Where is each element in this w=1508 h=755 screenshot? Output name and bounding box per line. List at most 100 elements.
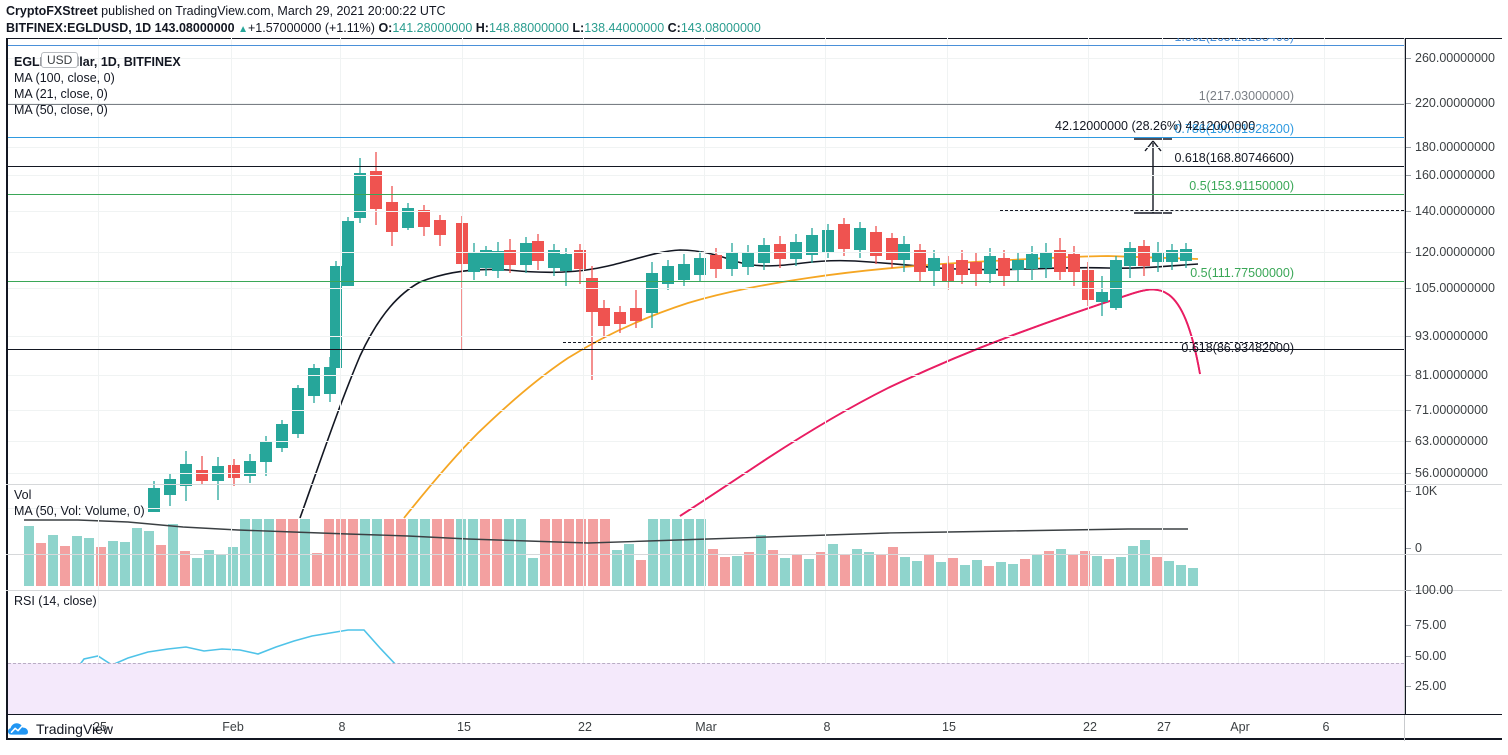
time-tick: 8 [338,720,346,734]
fib-label-1382: 1.382(265.25253400) [1174,38,1294,45]
ma-50-line [679,288,1201,517]
time-tick: Apr [1230,720,1250,734]
measurement-annotation: 42.12000000 (28.26%) 4212000000 [1055,119,1256,133]
price-tick: 81.00000000 [1406,368,1488,382]
legend-rsi-title: RSI (14, close) [14,594,97,608]
fib-line-0618-upper [8,166,1404,167]
pane-separator-volume-rsi [6,554,1502,555]
main-legend: EGLD / Dollar, 1D, BITFINEX MA (100, clo… [14,54,181,118]
price-tick: 140.00000000 [1406,204,1495,218]
gridline [8,508,1404,509]
volume-ma-line [24,519,1188,544]
price-tick: 63.00000000 [1406,434,1488,448]
low-label: L: [572,21,585,35]
time-tick: 8 [823,720,831,734]
open-value: 141.28000000 [392,21,473,35]
fib-line-0786 [8,137,1404,138]
chart-series-svg [17,138,1201,695]
publisher-name: CryptoFXStreet [6,4,98,18]
currency-pill[interactable]: USD [41,52,79,68]
pane-separator-rsi-top [6,590,1502,591]
gridline-vertical [947,38,948,714]
tradingview-brand-label: TradingView [36,721,114,737]
gridline-vertical [583,38,584,714]
chart-plot-area[interactable]: 1.382(265.25253400) 1(217.03000000) 0.78… [8,38,1404,714]
time-axis[interactable]: 25 Feb 8 15 22 Mar 8 15 22 27 Apr 6 [6,714,1502,741]
low-value: 138.44000000 [584,21,665,35]
gridline [8,336,1404,337]
gridline-vertical [231,38,232,714]
gridline-vertical [462,38,463,714]
price-tick: 160.00000000 [1406,168,1495,182]
fib-label-05-upper: 0.5(153.91150000) [1189,179,1294,193]
gridline [8,410,1404,411]
support-dashed-line [563,342,1278,343]
gridline-vertical [1324,38,1325,714]
resistance-dashed-line [1000,210,1404,211]
close-value: 143.08000000 [680,21,761,35]
fib-label-1: 1(217.03000000) [1198,89,1294,103]
gridline [8,211,1404,212]
gridline-vertical [98,38,99,714]
time-tick: 6 [1322,720,1330,734]
rsi-tick: 25.00 [1405,679,1447,693]
gridline [8,375,1404,376]
symbol-label: BITFINEX:EGLDUSD, 1D [6,21,152,35]
legend-ma-100: MA (100, close, 0) [14,71,115,85]
legend-ma-21: MA (21, close, 0) [14,87,108,101]
pane-separator-price-volume [6,484,1502,485]
volume-legend: Vol MA (50, Vol: Volume, 0) [14,487,145,519]
gridline [8,252,1404,253]
ma-100-line [299,249,1199,519]
fib-line-1 [8,104,1404,105]
chart-header: CryptoFXStreet published on TradingView.… [0,0,1508,38]
price-tick: 71.00000000 [1406,403,1488,417]
price-tick: 56.00000000 [1406,466,1488,480]
high-value: 148.88000000 [488,21,569,35]
time-tick: Mar [695,720,717,734]
price-tick: 120.00000000 [1406,245,1495,259]
gridline [8,441,1404,442]
published-text: published on TradingView.com, March 29, … [97,4,446,18]
price-tick: 180.00000000 [1406,140,1495,154]
fib-label-05-lower: 0.5(111.77500000) [1190,266,1294,280]
candlestick-series [148,152,1192,512]
rsi-overbought-oversold-band [8,663,1404,714]
fib-label-0618-upper: 0.618(168.80746600) [1174,151,1294,165]
change-percent: (+1.11%) [324,21,375,35]
high-label: H: [475,21,489,35]
tradingview-logo[interactable]: TradingView [8,721,113,737]
fib-label-0618-lower: 0.618(86.93482000) [1181,341,1294,355]
gridline-vertical [1162,38,1163,714]
measure-arrow [1134,138,1172,214]
volume-tick: 10K [1405,484,1438,498]
last-price: 143.08000000 [154,21,235,35]
gridline-vertical [340,38,341,714]
time-tick: 27 [1157,720,1171,734]
time-tick: 15 [457,720,471,734]
fib-line-0618-lower [8,349,1404,350]
rsi-legend: RSI (14, close) [14,593,97,609]
gridline-vertical [825,38,826,714]
legend-ma-50: MA (50, close, 0) [14,103,108,117]
rsi-tick: 75.00 [1405,618,1447,632]
price-axis[interactable]: 260.00000000 220.00000000 180.00000000 1… [1404,38,1508,714]
ma-21-line [403,255,1199,519]
price-tick: 105.00000000 [1406,281,1495,295]
quote-line: BITFINEX:EGLDUSD, 1D 143.08000000 ▲+1.57… [6,20,1508,38]
rsi-tick: 50.00 [1405,649,1447,663]
gridline [8,147,1404,148]
volume-bars [24,519,1198,586]
time-tick: 15 [942,720,956,734]
price-tick: 220.00000000 [1406,96,1495,110]
time-tick: 22 [578,720,592,734]
legend-symbol-title: EGLD / Dollar, 1D, BITFINEX [14,55,181,69]
gridline-vertical [1088,38,1089,714]
price-tick: 93.00000000 [1406,329,1488,343]
gridline [8,103,1404,104]
up-arrow-icon: ▲ [238,24,248,35]
ma-50-line-main [679,288,1201,517]
gridline [8,58,1404,59]
gridline-vertical [1238,38,1239,714]
